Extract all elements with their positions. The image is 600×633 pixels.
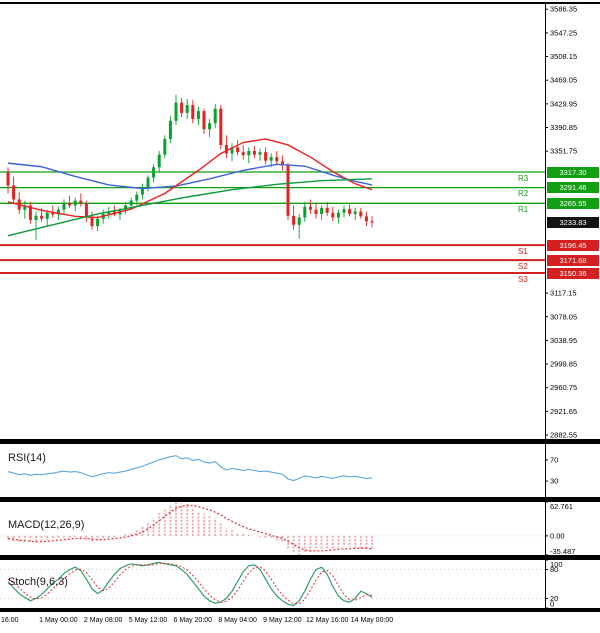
svg-text:2999.85: 2999.85 <box>550 360 577 369</box>
price-tag-last: 3233.83 <box>547 217 599 228</box>
pivot-label-r1: R1 <box>518 204 529 214</box>
pivot-label-s3: S3 <box>518 274 528 284</box>
rsi-pane-title: RSI(14) <box>8 452 46 464</box>
svg-text:-35.487: -35.487 <box>550 547 575 556</box>
rsi-pane: 70 30 <box>7 455 558 486</box>
svg-text:8 May 04:00: 8 May 04:00 <box>218 617 257 624</box>
svg-text:80: 80 <box>550 565 558 574</box>
svg-text:1 May 00:00: 1 May 00:00 <box>39 617 78 624</box>
macd-pane-title: MACD(12,26,9) <box>8 519 85 531</box>
svg-text:2882.55: 2882.55 <box>550 431 577 440</box>
price-tag-r3: 3317.30 <box>547 166 599 178</box>
svg-text:9 May 12:00: 9 May 12:00 <box>263 617 302 624</box>
svg-text:70: 70 <box>550 455 558 464</box>
svg-text:2960.75: 2960.75 <box>550 383 577 392</box>
svg-text:5 May 12:00: 5 May 12:00 <box>129 617 168 624</box>
price-tag-s1: 3196.45 <box>547 239 599 251</box>
svg-text:2921.65: 2921.65 <box>550 407 577 416</box>
price-tag-s3: 3150.36 <box>547 267 599 279</box>
pivot-label-s2: S2 <box>518 261 528 271</box>
price-tag-r2: 3291.46 <box>547 182 599 194</box>
svg-text:3469.05: 3469.05 <box>550 76 577 85</box>
price-axis: 3586.35 3547.25 3508.15 3469.05 3429.95 3390.… <box>545 5 577 440</box>
svg-text:3078.05: 3078.05 <box>550 312 577 321</box>
svg-text:3429.95: 3429.95 <box>550 99 577 108</box>
svg-text:100: 100 <box>550 560 563 569</box>
svg-text:3586.35: 3586.35 <box>550 5 577 14</box>
pivot-label-s1: S1 <box>518 246 528 256</box>
svg-text:14 May 00:00: 14 May 00:00 <box>351 617 394 624</box>
svg-text:3038.95: 3038.95 <box>550 336 577 345</box>
svg-text:30: 30 <box>550 477 558 486</box>
price-pane <box>0 94 545 275</box>
svg-text:0: 0 <box>550 600 554 609</box>
svg-text:3390.85: 3390.85 <box>550 123 577 132</box>
pivot-label-r3: R3 <box>518 173 529 183</box>
svg-text:3351.75: 3351.75 <box>550 147 577 156</box>
svg-text:20: 20 <box>550 594 558 603</box>
svg-text:62.761: 62.761 <box>550 502 573 511</box>
price-tag-r1: 3265.55 <box>547 197 599 209</box>
price-tag-s2: 3171.68 <box>547 254 599 266</box>
pane-separators <box>0 2 600 612</box>
svg-text:6 May 20:00: 6 May 20:00 <box>174 617 213 624</box>
stoch-pane-title: Stoch(9,6,3) <box>8 576 68 588</box>
svg-text:16:00: 16:00 <box>1 617 19 624</box>
macd-pane: 62.761 0.00 -35.487 <box>0 501 575 556</box>
svg-text:2 May 08:00: 2 May 08:00 <box>84 617 123 624</box>
pivot-label-r2: R2 <box>518 189 529 199</box>
svg-text:0.00: 0.00 <box>550 531 565 540</box>
svg-text:12 May 16:00: 12 May 16:00 <box>306 617 349 624</box>
svg-text:3547.25: 3547.25 <box>550 28 577 37</box>
svg-text:3117.15: 3117.15 <box>550 289 577 298</box>
svg-text:3508.15: 3508.15 <box>550 52 577 61</box>
time-axis: 16:00 1 May 00:00 2 May 08:00 5 May 12:00 6 … <box>1 617 393 624</box>
